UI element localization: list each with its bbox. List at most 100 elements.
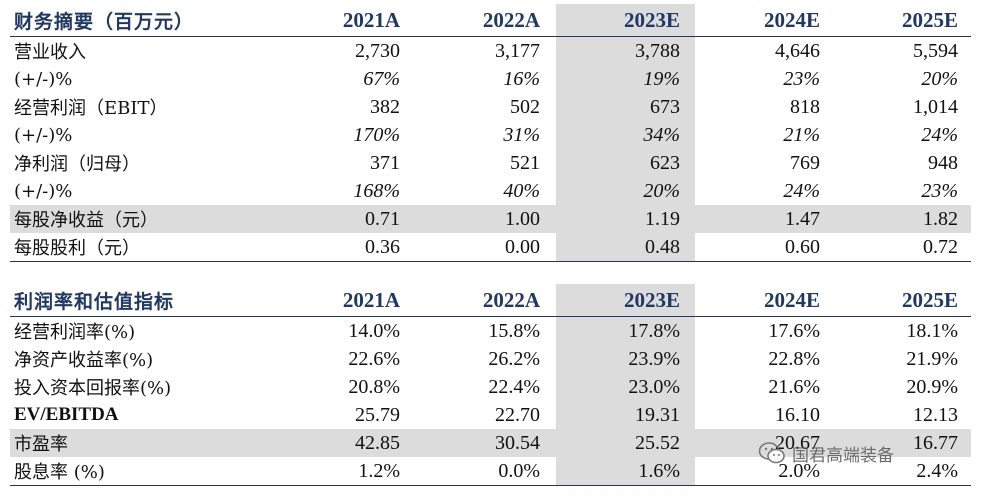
row-label: EV/EBITDA: [14, 404, 119, 425]
table-cell: 0.0%: [498, 459, 540, 482]
table-cell: 3,177: [495, 39, 540, 62]
table-cell: 21.9%: [906, 347, 958, 370]
table-cell: 26.2%: [488, 347, 540, 370]
table-row: 净资产收益率(%) 22.6% 26.2% 23.9% 22.8% 21.9%: [10, 345, 971, 373]
table-cell: 2.4%: [916, 459, 958, 482]
table-cell: 2.0%: [778, 459, 820, 482]
table-cell: 1.19: [645, 207, 680, 230]
table-row: (+/-)% 67% 16% 19% 23% 20%: [10, 65, 971, 93]
table-cell: 23%: [921, 179, 958, 202]
table-cell: 22.70: [495, 403, 540, 426]
table-header-row: 利润率和估值指标 2021A 2022A 2023E 2024E 2025E: [10, 284, 971, 317]
table-cell: 22.4%: [488, 375, 540, 398]
year-header: 2023E: [623, 287, 680, 312]
table-cell: 18.1%: [906, 319, 958, 342]
table-cell: 1,014: [913, 95, 958, 118]
table-cell: 67%: [363, 67, 400, 90]
table-cell: 0.00: [505, 235, 540, 258]
table-row: (+/-)% 170% 31% 34% 21% 24%: [10, 121, 971, 149]
watermark-text: 国君高端装备: [792, 445, 894, 466]
table-cell: 15.8%: [488, 319, 540, 342]
table-row: 市盈率 42.85 30.54 25.52 20.67 16.77: [10, 429, 971, 457]
table-cell: 25.79: [355, 403, 400, 426]
table-cell: 3,788: [635, 39, 680, 62]
row-label: (+/-)%: [14, 68, 73, 90]
table-cell: 42.85: [355, 431, 400, 454]
row-label: 净资产收益率(%): [14, 350, 154, 371]
table-cell: 170%: [353, 123, 400, 146]
table-row: 每股股利（元） 0.36 0.00 0.48 0.60 0.72: [10, 233, 971, 262]
table-cell: 0.60: [785, 235, 820, 258]
table-cell: 948: [928, 151, 958, 174]
table-title: 利润率和估值指标: [14, 290, 175, 313]
table-cell: 19%: [643, 67, 680, 90]
year-header: 2022A: [482, 7, 540, 32]
table-cell: 623: [650, 151, 680, 174]
table-cell: 1.00: [505, 207, 540, 230]
watermark: 国君高端装备: [758, 440, 894, 466]
year-header: 2024E: [763, 7, 820, 32]
year-header: 2021A: [342, 7, 400, 32]
table-cell: 22.6%: [348, 347, 400, 370]
table-cell: 20.8%: [348, 375, 400, 398]
table-cell: 23.0%: [628, 375, 680, 398]
margin-valuation-table: 利润率和估值指标 2021A 2022A 2023E 2024E 2025E 经…: [10, 284, 971, 486]
table-row: 股息率 (%) 1.2% 0.0% 1.6% 2.0% 2.4%: [10, 457, 971, 486]
table-cell: 20%: [921, 67, 958, 90]
wechat-icon: [758, 441, 786, 465]
table-row: EV/EBITDA 25.79 22.70 19.31 16.10 12.13: [10, 401, 971, 429]
row-label: 营业收入: [14, 42, 86, 63]
table-title: 财务摘要（百万元）: [14, 10, 195, 33]
table-row: 经营利润率(%) 14.0% 15.8% 17.8% 17.6% 18.1%: [10, 317, 971, 345]
table-cell: 5,594: [913, 39, 958, 62]
table-cell: 24%: [921, 123, 958, 146]
table-row: 营业收入 2,730 3,177 3,788 4,646 5,594: [10, 37, 971, 65]
table-row: (+/-)% 168% 40% 20% 24% 23%: [10, 177, 971, 205]
table-cell: 12.13: [913, 403, 958, 426]
table-cell: 769: [790, 151, 820, 174]
table-cell: 23%: [783, 67, 820, 90]
table-cell: 371: [370, 151, 400, 174]
table-cell: 0.71: [365, 207, 400, 230]
table-cell: 23.9%: [628, 347, 680, 370]
table-cell: 168%: [353, 179, 400, 202]
table-cell: 21.6%: [768, 375, 820, 398]
year-header: 2025E: [901, 287, 958, 312]
table-cell: 40%: [503, 179, 540, 202]
table-cell: 14.0%: [348, 319, 400, 342]
table-cell: 20.9%: [906, 375, 958, 398]
table-cell: 31%: [503, 123, 540, 146]
year-header: 2024E: [763, 287, 820, 312]
table-cell: 34%: [643, 123, 680, 146]
table-row: 每股净收益（元） 0.71 1.00 1.19 1.47 1.82: [10, 205, 971, 233]
table-cell: 16.10: [775, 403, 820, 426]
table-cell: 19.31: [635, 403, 680, 426]
row-label: (+/-)%: [14, 124, 73, 146]
row-label: 股息率 (%): [14, 462, 105, 483]
table-row: 投入资本回报率(%) 20.8% 22.4% 23.0% 21.6% 20.9%: [10, 373, 971, 401]
table-cell: 20.67: [775, 431, 820, 454]
table-cell: 1.82: [923, 207, 958, 230]
row-label: 净利润（归母）: [14, 154, 140, 175]
table-cell: 673: [650, 95, 680, 118]
table-cell: 22.8%: [768, 347, 820, 370]
table-header-row: 财务摘要（百万元） 2021A 2022A 2023E 2024E 2025E: [10, 4, 971, 37]
table-cell: 0.72: [923, 235, 958, 258]
table-cell: 818: [790, 95, 820, 118]
table-cell: 20%: [643, 179, 680, 202]
table-cell: 21%: [783, 123, 820, 146]
row-label: 每股净收益（元）: [14, 210, 158, 231]
year-header: 2023E: [623, 7, 680, 32]
row-label: 市盈率: [14, 434, 68, 455]
row-label: 经营利润（EBIT）: [14, 98, 168, 119]
table-cell: 502: [510, 95, 540, 118]
table-cell: 1.2%: [358, 459, 400, 482]
year-header: 2022A: [482, 287, 540, 312]
table-cell: 17.6%: [768, 319, 820, 342]
year-header: 2025E: [901, 7, 958, 32]
table-cell: 17.8%: [628, 319, 680, 342]
row-label: (+/-)%: [14, 180, 73, 202]
table-cell: 16%: [503, 67, 540, 90]
table-cell: 0.48: [645, 235, 680, 258]
table-cell: 1.47: [785, 207, 820, 230]
